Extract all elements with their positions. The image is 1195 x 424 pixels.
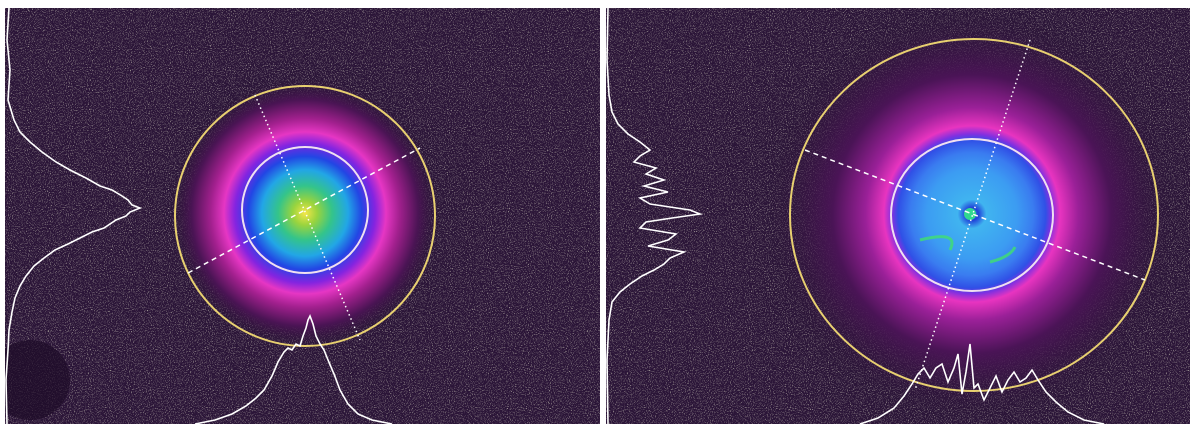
beam: [170, 78, 440, 348]
beam-profile-view: [0, 0, 1195, 424]
left-panel: [0, 8, 600, 424]
page: [0, 0, 1195, 424]
right-panel: [606, 8, 1190, 424]
